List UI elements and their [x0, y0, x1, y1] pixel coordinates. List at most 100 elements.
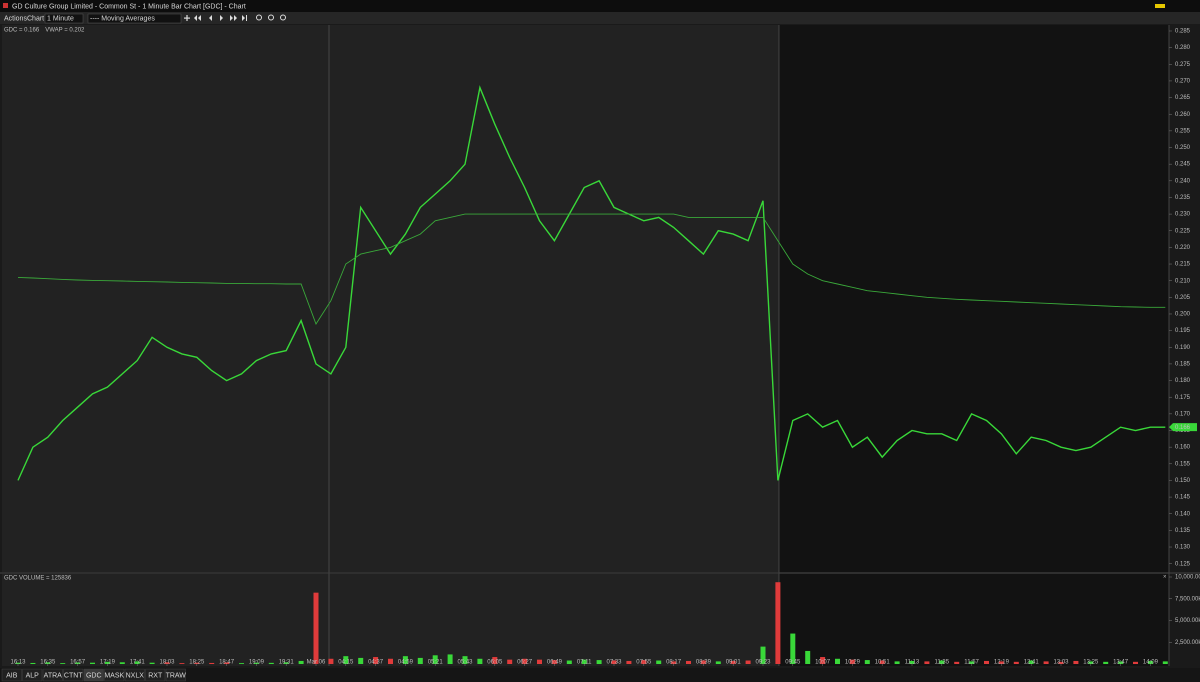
- toolbar-icons: [184, 14, 286, 21]
- tab[interactable]: [165, 668, 186, 682]
- add-button-v[interactable]: [186, 15, 188, 21]
- volume-bar: [492, 657, 498, 664]
- fast-forward-button[interactable]: [230, 15, 237, 21]
- volume-bar: [835, 658, 840, 664]
- volume-bar: [164, 662, 170, 664]
- tab[interactable]: [22, 668, 43, 682]
- volume-bar: [1013, 661, 1019, 664]
- volume-bar: [477, 658, 483, 664]
- x-tick-label: 04:59: [398, 660, 414, 666]
- x-tick-label: 04:15: [338, 660, 354, 666]
- volume-bar: [715, 661, 721, 664]
- x-tick-label: 18:25: [189, 660, 205, 666]
- zoom-out-button[interactable]: [280, 14, 286, 21]
- next-button[interactable]: [220, 15, 223, 21]
- y-tick-label: 0.200: [1175, 312, 1191, 318]
- tab-label[interactable]: GDC: [86, 672, 102, 679]
- y-tick-label: 7,500.00k: [1175, 596, 1200, 602]
- y-tick-label: 0.150: [1175, 478, 1191, 484]
- volume-bar: [30, 662, 36, 664]
- studies-value: ---- Moving Averages: [90, 15, 155, 22]
- volume-bar: [224, 662, 230, 664]
- x-tick-label: 13:03: [1053, 660, 1069, 666]
- volume-bar: [984, 660, 989, 664]
- link-indicator[interactable]: [1155, 4, 1165, 8]
- interval-select[interactable]: [44, 13, 84, 24]
- y-tick-label: 0.195: [1175, 328, 1191, 334]
- y-tick-label: 0.235: [1175, 195, 1191, 201]
- last-button[interactable]: [242, 15, 247, 21]
- toolbar: [0, 12, 1200, 24]
- menu-chart[interactable]: Chart: [27, 15, 44, 22]
- volume-bar: [373, 657, 379, 664]
- tab-bar: [0, 668, 1200, 682]
- x-tick-label: 12:41: [1024, 660, 1040, 666]
- first-button[interactable]: [194, 15, 201, 21]
- tab-label[interactable]: CTNT: [64, 672, 83, 679]
- title-bar: [0, 0, 1200, 12]
- studies-select[interactable]: [87, 13, 182, 24]
- y-tick-label: 0.240: [1175, 178, 1191, 184]
- volume-bar: [149, 662, 155, 664]
- x-tick-label: 07:55: [636, 660, 652, 666]
- volume-bar: [1043, 661, 1049, 664]
- y-tick-label: 0.270: [1175, 79, 1191, 85]
- volume-bar: [745, 660, 751, 664]
- y-tick-label: 0.255: [1175, 128, 1191, 134]
- y-tick-label: 0.135: [1175, 528, 1191, 534]
- x-tick-label: 19:09: [249, 660, 265, 666]
- volume-bar: [268, 662, 274, 664]
- volume-bar: [790, 633, 796, 664]
- y-tick-label: 0.190: [1175, 345, 1191, 351]
- x-tick-label: 06:27: [517, 660, 533, 666]
- volume-bar: [522, 658, 528, 664]
- volume-bar: [209, 662, 215, 664]
- tab-label[interactable]: NXLX: [126, 672, 145, 679]
- price-line: [17, 85, 1166, 481]
- tab[interactable]: [1, 668, 22, 682]
- tab[interactable]: [42, 668, 63, 682]
- tab-label[interactable]: ATRA: [44, 672, 62, 679]
- zoom-in-button[interactable]: [268, 14, 274, 21]
- x-tick-label: 05:21: [428, 660, 444, 666]
- volume-bar: [298, 660, 304, 664]
- x-tick-label: 13:47: [1113, 660, 1129, 666]
- y-tick-label: 0.230: [1175, 212, 1191, 218]
- y-tick-label: 10,000.00k: [1175, 575, 1200, 581]
- volume-bar: [879, 660, 885, 664]
- app-icon: [3, 3, 8, 8]
- volume-bar: [656, 660, 662, 664]
- legend-entry: GDC VOLUME = 125836: [4, 576, 72, 582]
- legend-entry: VWAP = 0.202: [45, 28, 85, 34]
- y-tick-label: 0.280: [1175, 45, 1191, 51]
- volume-bar: [45, 662, 51, 664]
- tab[interactable]: [145, 668, 166, 682]
- tab-label[interactable]: TRAW: [166, 672, 187, 679]
- y-tick-label: 0.205: [1175, 295, 1191, 301]
- volume-bar: [432, 655, 438, 664]
- y-tick-label: 5,000.00k: [1175, 618, 1200, 624]
- x-tick-label: 18:03: [159, 660, 175, 666]
- x-tick-label: 17:41: [130, 660, 146, 666]
- x-tick-label: 18:47: [219, 660, 235, 666]
- tab-label[interactable]: MASK: [104, 672, 124, 679]
- volume-bar: [119, 662, 125, 664]
- zoom-button[interactable]: [256, 14, 262, 21]
- tab-label[interactable]: RXT: [148, 672, 163, 679]
- y-tick-label: 0.275: [1175, 62, 1191, 68]
- tab-label[interactable]: AIB: [6, 672, 18, 679]
- tab[interactable]: [83, 668, 104, 682]
- x-tick-label: 05:43: [457, 660, 473, 666]
- volume-bar: [671, 661, 677, 664]
- tab-label[interactable]: ALP: [26, 672, 40, 679]
- tab[interactable]: [124, 668, 145, 682]
- menu-actions[interactable]: Actions: [4, 15, 27, 22]
- tab[interactable]: [104, 668, 125, 682]
- prev-button[interactable]: [209, 15, 212, 21]
- y-tick-label: 0.215: [1175, 262, 1191, 268]
- price-line: [17, 213, 1166, 326]
- close-panel-button[interactable]: ×: [1163, 575, 1167, 581]
- x-tick-label: 08:39: [696, 660, 712, 666]
- tab[interactable]: [63, 668, 84, 682]
